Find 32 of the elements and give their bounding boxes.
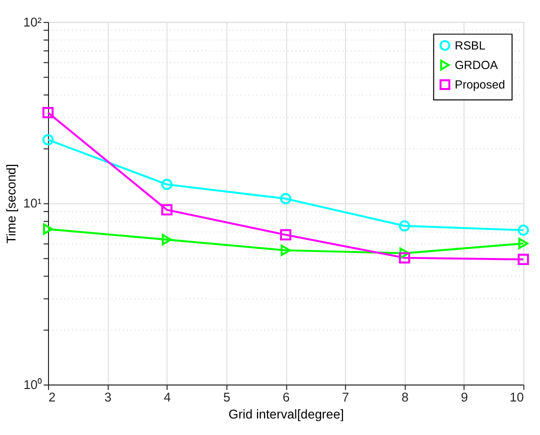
x-tick-label: 8	[401, 390, 409, 405]
point	[398, 220, 410, 232]
x-axis-title: Grid interval[degree]	[228, 406, 344, 422]
point	[518, 254, 529, 266]
point	[518, 224, 529, 236]
x-tick-label: 7	[342, 390, 350, 405]
legend-label: RSBL	[454, 39, 486, 52]
y-axis-title: Time [second]	[4, 164, 19, 244]
x-tick-label: 9	[460, 390, 468, 405]
point	[280, 229, 292, 240]
point	[161, 204, 172, 216]
x-tick-label: 2	[48, 390, 56, 405]
legend-label: GRDOA	[454, 58, 498, 72]
x-tick-label: 3	[104, 390, 112, 405]
point	[280, 244, 291, 256]
point	[43, 223, 54, 235]
point	[398, 252, 410, 264]
point	[162, 234, 172, 246]
x-tick-label: 4	[164, 390, 171, 405]
y-tick-label: 10²	[23, 14, 42, 30]
point	[42, 107, 54, 118]
x-tick-label: 6	[282, 390, 290, 405]
y-tick-label: 10⁰	[23, 376, 43, 392]
x-tick-label: 5	[223, 390, 230, 405]
y-tick-label: 10¹	[23, 196, 42, 211]
point	[161, 178, 172, 190]
legend-label: Proposed	[454, 78, 506, 92]
point	[280, 193, 292, 204]
point	[518, 238, 528, 250]
x-tick-label: 10	[510, 390, 524, 405]
point	[400, 248, 410, 259]
point	[42, 134, 54, 146]
